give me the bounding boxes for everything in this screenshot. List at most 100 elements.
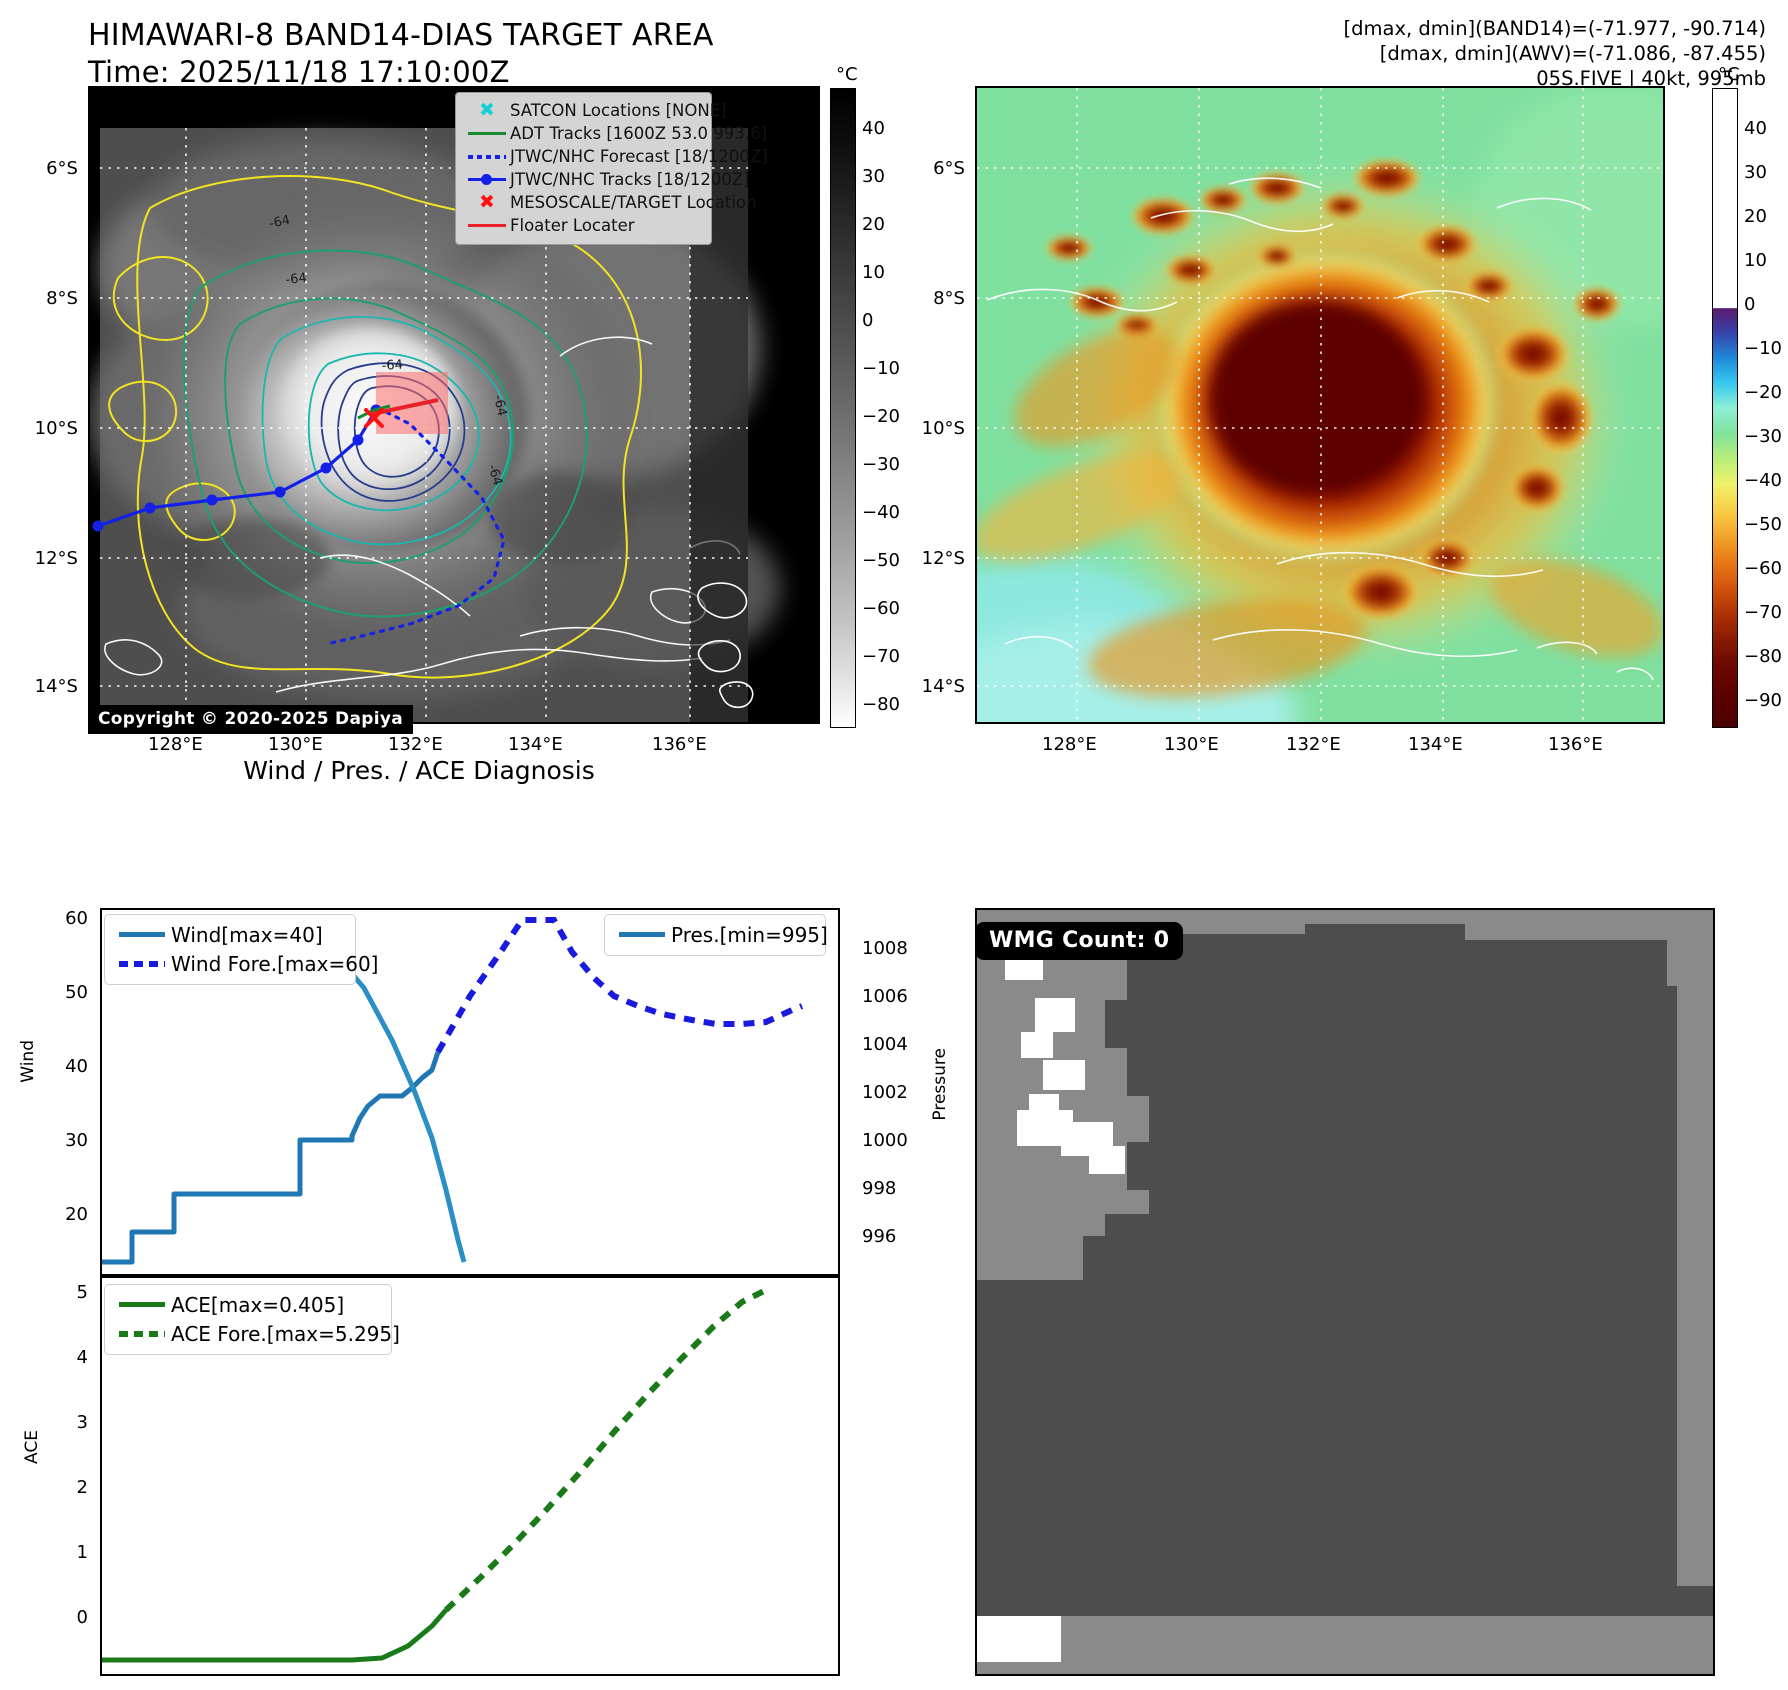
- colorbar-tick: −50: [862, 550, 900, 571]
- colorbar-tick: −60: [862, 598, 900, 619]
- wind-tick: 20: [65, 1204, 88, 1225]
- cross-marker-icon: ✖: [479, 99, 495, 121]
- colorbar-tick: 30: [862, 166, 885, 187]
- ace-tick: 4: [76, 1347, 88, 1368]
- jtwc-forecast-track: [324, 406, 506, 646]
- ace-observed-line: [102, 1608, 448, 1663]
- colorbar-tick: −40: [862, 502, 900, 523]
- mask-darkgrey: [1173, 924, 1465, 954]
- pressure-tick: 1000: [862, 1130, 908, 1151]
- solid-line-icon: [464, 132, 510, 135]
- ace-tick: 2: [76, 1477, 88, 1498]
- graticule: [977, 88, 1663, 722]
- svg-text:-64: -64: [381, 358, 403, 374]
- colorbar-tick: 20: [862, 214, 885, 235]
- svg-text:-64: -64: [268, 213, 292, 232]
- colorbar-tick: 10: [862, 262, 885, 283]
- colorbar-tick: −70: [1744, 602, 1782, 623]
- line-with-dot-icon: [464, 174, 510, 185]
- colorbar-tick: −10: [862, 358, 900, 379]
- colorbar-tick: −10: [1744, 338, 1782, 359]
- legend-label: JTWC/NHC Forecast [18/1200Z]: [510, 147, 768, 166]
- legend-label: SATCON Locations [NONE]: [510, 101, 727, 120]
- colorbar-tick: 0: [862, 310, 874, 331]
- legend-item-adt: ADT Tracks [1600Z 53.0 993.6]: [464, 122, 767, 145]
- colorbar-tick: 10: [1744, 250, 1767, 271]
- colorbar-tick: −90: [1744, 690, 1782, 711]
- legend-label: ACE[max=0.405]: [171, 1292, 345, 1317]
- lat-tick: 10°S: [921, 418, 965, 439]
- wind-tick: 30: [65, 1130, 88, 1151]
- solid-line-icon: [113, 932, 171, 937]
- legend-label: Pres.[min=995]: [671, 922, 828, 947]
- coastline: [986, 177, 1654, 681]
- bd-enhanced-panel[interactable]: [975, 86, 1665, 724]
- pressure-tick: 1006: [862, 986, 908, 1007]
- legend-item-wind-forecast: Wind Fore.[max=60]: [113, 949, 378, 978]
- colorbar-unit-right: °C: [1718, 64, 1740, 85]
- colorbar-tick: −70: [862, 646, 900, 667]
- legend-label: Floater Locater: [510, 216, 635, 235]
- colorbar-tick: −60: [1744, 558, 1782, 579]
- ace-forecast-line: [443, 1287, 768, 1613]
- ace-tick: 0: [76, 1607, 88, 1628]
- solid-line-icon: [464, 223, 510, 228]
- legend-label: Wind Fore.[max=60]: [171, 951, 379, 976]
- lat-tick: 14°S: [921, 676, 965, 697]
- legend-item-mesoscale: ✖ MESOSCALE/TARGET Location: [464, 191, 756, 214]
- ace-axis-label: ACE: [22, 1430, 42, 1464]
- colorbar-tick: −80: [862, 694, 900, 715]
- dotted-line-icon: [113, 1330, 171, 1337]
- legend-item-ace: ACE[max=0.405]: [113, 1290, 381, 1319]
- lat-tick: 8°S: [933, 288, 965, 309]
- legend-item-jtwc-tracks: JTWC/NHC Tracks [18/1200Z]: [464, 168, 750, 191]
- pressure-tick: 996: [862, 1226, 897, 1247]
- svg-text:-64: -64: [285, 271, 308, 288]
- wind-tick: 50: [65, 982, 88, 1003]
- legend-label: ADT Tracks [1600Z 53.0 993.6]: [510, 124, 767, 143]
- colorbar-tick: −20: [1744, 382, 1782, 403]
- colorbar-tick: 40: [1744, 118, 1767, 139]
- lon-tick: 134°E: [508, 734, 563, 755]
- wmg-mask-panel[interactable]: [975, 908, 1715, 1676]
- colorbar-tick: −50: [1744, 514, 1782, 535]
- pressure-axis-label: Pressure: [930, 1048, 950, 1121]
- dmax-awv-text: [dmax, dmin](AWV)=(-71.086, -87.455): [1379, 42, 1766, 65]
- colorbar-tick: 40: [862, 118, 885, 139]
- lon-tick: 132°E: [1286, 734, 1341, 755]
- dotted-line-icon: [464, 154, 510, 159]
- bd-colorbar: [1712, 88, 1738, 728]
- lat-tick: 12°S: [34, 548, 78, 569]
- lon-tick: 132°E: [388, 734, 443, 755]
- lon-tick: 130°E: [1164, 734, 1219, 755]
- wind-pres-ace-title: Wind / Pres. / ACE Diagnosis: [243, 756, 595, 785]
- ace-tick: 5: [76, 1282, 88, 1303]
- storm-id-text: 05S.FIVE | 40kt, 995mb: [1536, 67, 1766, 90]
- contour-teal: [261, 315, 512, 546]
- legend-label: Wind[max=40]: [171, 922, 323, 947]
- wind-observed-line: [102, 1051, 441, 1265]
- colorbar-tick: 30: [1744, 162, 1767, 183]
- mask-white: [977, 944, 1125, 1662]
- colorbar-tick: −80: [1744, 646, 1782, 667]
- legend-item-jtwc-forecast: JTWC/NHC Forecast [18/1200Z]: [464, 145, 768, 168]
- lon-tick: 128°E: [148, 734, 203, 755]
- lat-tick: 8°S: [46, 288, 78, 309]
- lon-tick: 136°E: [1548, 734, 1603, 755]
- map-legend: ✖ SATCON Locations [NONE] ADT Tracks [16…: [455, 92, 768, 245]
- wind-forecast-line: [435, 917, 804, 1054]
- colorbar-unit-left: °C: [836, 64, 858, 85]
- legend-item-ace-forecast: ACE Fore.[max=5.295]: [113, 1319, 400, 1348]
- lat-tick: 6°S: [933, 158, 965, 179]
- contour-label: -64 -64 -64 -64 -64: [268, 213, 509, 488]
- pressure-tick: 1002: [862, 1082, 908, 1103]
- target-area-box: [376, 372, 448, 434]
- lon-tick: 128°E: [1042, 734, 1097, 755]
- colorbar-tick: 20: [1744, 206, 1767, 227]
- page-time: Time: 2025/11/18 17:10:00Z: [88, 55, 510, 89]
- colorbar-tick: −40: [1744, 470, 1782, 491]
- legend-item-satcon: ✖ SATCON Locations [NONE]: [464, 99, 727, 122]
- colorbar-tick: −30: [1744, 426, 1782, 447]
- lon-tick: 136°E: [652, 734, 707, 755]
- wmg-count-badge: WMG Count: 0: [975, 922, 1184, 960]
